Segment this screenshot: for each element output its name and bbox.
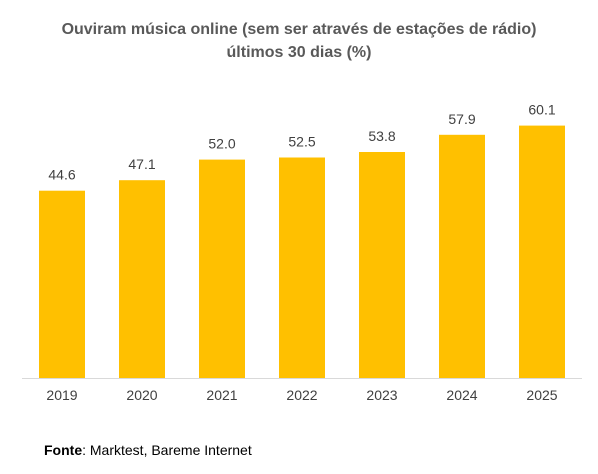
x-tick-2025: 2025 bbox=[526, 387, 557, 403]
bar-2021 bbox=[199, 159, 245, 378]
bar-2022 bbox=[279, 157, 325, 378]
data-label-2021: 52.0 bbox=[208, 136, 235, 152]
bar-2020 bbox=[119, 180, 165, 378]
data-label-2025: 60.1 bbox=[528, 102, 555, 118]
chart-title-line1: Ouviram música online (sem ser através d… bbox=[61, 21, 537, 38]
data-label-2019: 44.6 bbox=[48, 167, 75, 183]
x-ticks-group: 2019 2020 2021 2022 2023 2024 2025 bbox=[46, 387, 557, 403]
x-tick-2019: 2019 bbox=[46, 387, 77, 403]
chart-title-line2: últimos 30 dias (%) bbox=[226, 44, 372, 61]
x-tick-2024: 2024 bbox=[446, 387, 477, 403]
source-note: Fonte: Marktest, Bareme Internet bbox=[44, 442, 252, 458]
x-tick-2023: 2023 bbox=[366, 387, 397, 403]
data-label-2020: 47.1 bbox=[128, 156, 155, 172]
bars-group: 44.6 47.1 52.0 52.5 53.8 57.9 60.1 bbox=[39, 102, 565, 378]
chart-title: Ouviram música online (sem ser através d… bbox=[0, 18, 598, 64]
data-label-2023: 53.8 bbox=[368, 128, 395, 144]
bar-2023 bbox=[359, 152, 405, 378]
bar-2024 bbox=[439, 134, 485, 378]
source-text: : Marktest, Bareme Internet bbox=[82, 442, 252, 458]
data-label-2024: 57.9 bbox=[448, 111, 475, 127]
x-tick-2020: 2020 bbox=[126, 387, 157, 403]
source-label: Fonte bbox=[44, 442, 83, 458]
bar-2019 bbox=[39, 190, 85, 378]
x-tick-2021: 2021 bbox=[206, 387, 237, 403]
bar-2025 bbox=[519, 125, 565, 378]
x-tick-2022: 2022 bbox=[286, 387, 317, 403]
data-label-2022: 52.5 bbox=[288, 134, 315, 150]
